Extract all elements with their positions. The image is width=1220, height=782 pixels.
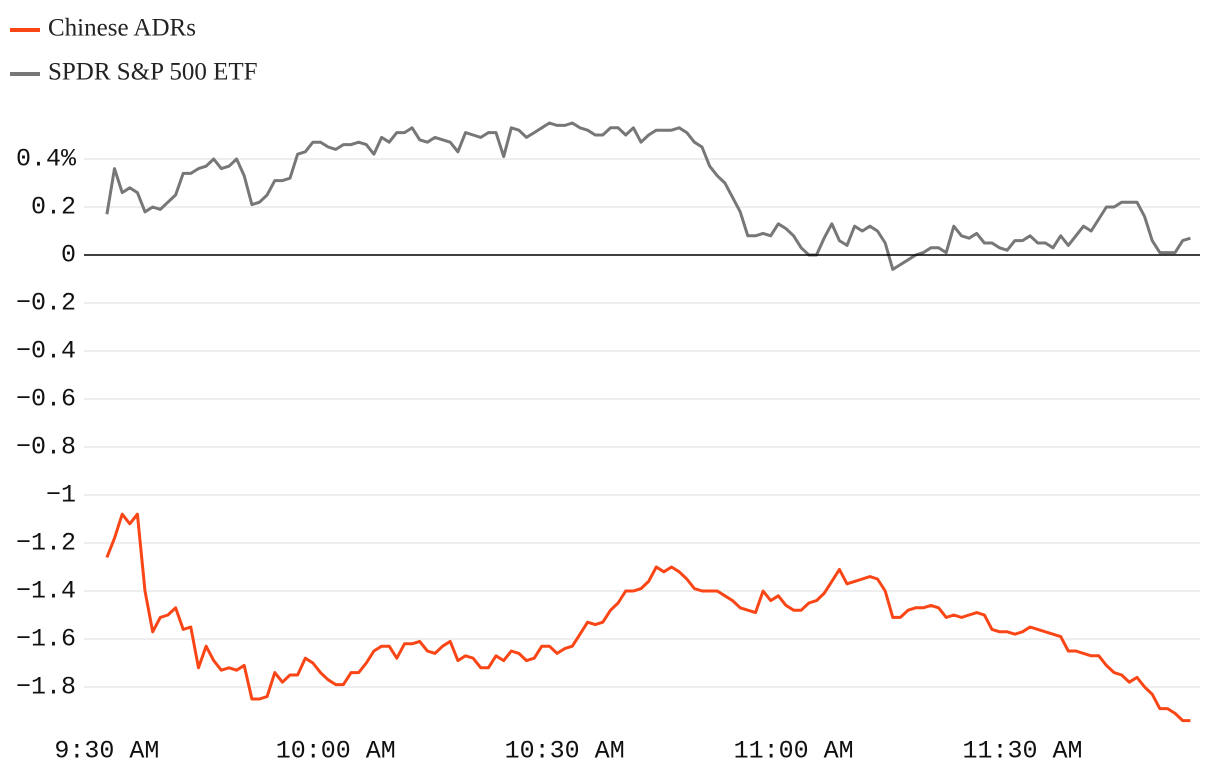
y-tick-label: −0.4 (16, 337, 76, 366)
y-tick-label: −0.8 (16, 433, 76, 462)
y-tick-label: −1.2 (16, 529, 76, 558)
y-tick-label: −1 (46, 481, 76, 510)
y-tick-label: −0.2 (16, 289, 76, 318)
x-tick-label: 9:30 AM (54, 737, 159, 766)
y-tick-label: −1.4 (16, 577, 76, 606)
x-tick-label: 10:30 AM (505, 737, 625, 766)
y-tick-label: −1.6 (16, 625, 76, 654)
y-tick-label: −1.8 (16, 673, 76, 702)
y-tick-label: 0 (61, 241, 76, 270)
series-line (105, 121, 1191, 271)
x-tick-label: 11:00 AM (734, 737, 854, 766)
y-tick-label: 0.4% (16, 145, 77, 174)
y-tick-label: −0.6 (16, 385, 76, 414)
legend-label: SPDR S&P 500 ETF (48, 59, 258, 86)
series-line (105, 512, 1191, 723)
y-tick-label: 0.2 (31, 193, 76, 222)
x-tick-label: 11:30 AM (962, 737, 1082, 766)
x-tick-label: 10:00 AM (276, 737, 396, 766)
legend-label: Chinese ADRs (48, 15, 196, 42)
